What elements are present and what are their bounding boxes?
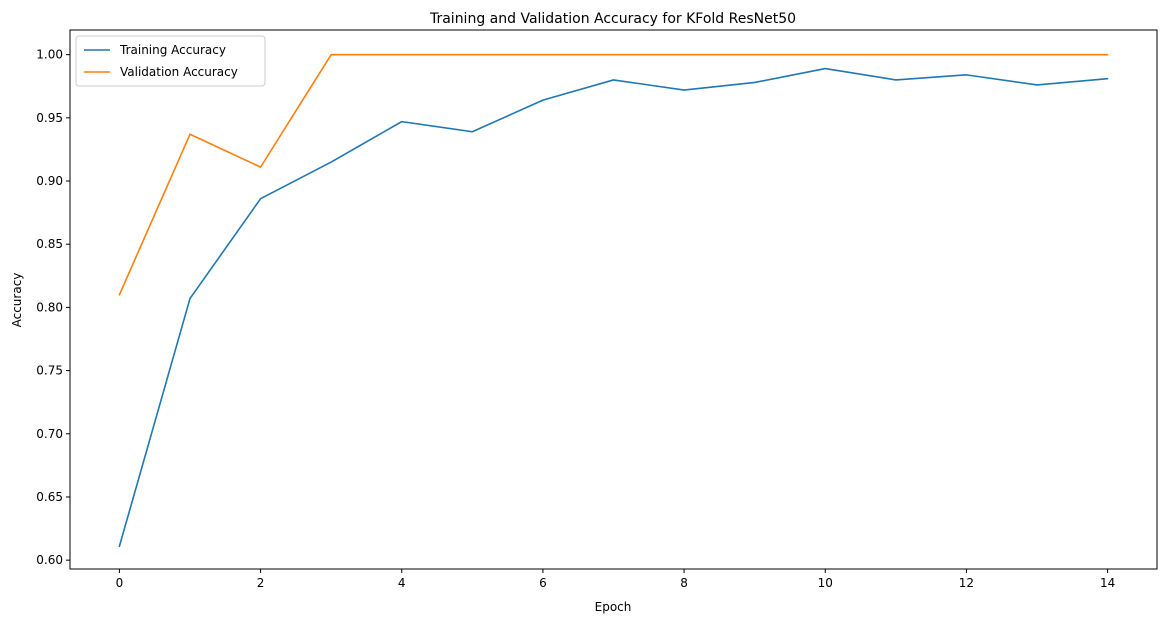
plot-frame xyxy=(69,29,1158,570)
x-tick-label: 6 xyxy=(539,576,547,590)
x-tick-label: 12 xyxy=(959,576,974,590)
y-tick-label: 0.90 xyxy=(36,174,63,188)
x-tick-label: 14 xyxy=(1100,576,1115,590)
legend-box xyxy=(75,35,266,87)
x-tick-label: 0 xyxy=(116,576,124,590)
x-tick-label: 10 xyxy=(818,576,833,590)
x-axis-title: Epoch xyxy=(595,600,632,614)
legend-label-0: Training Accuracy xyxy=(119,43,226,57)
y-tick-label: 0.70 xyxy=(36,427,63,441)
x-axis: 0 2 4 6 8 10 12 14 xyxy=(116,569,1115,590)
y-tick-label: 1.00 xyxy=(36,48,63,62)
chart-title: Training and Validation Accuracy for KFo… xyxy=(429,11,796,27)
x-tick-label: 8 xyxy=(680,576,688,590)
x-tick-label: 2 xyxy=(257,576,265,590)
y-tick-label: 0.75 xyxy=(36,364,63,378)
plot-area xyxy=(118,53,1109,548)
y-axis: 0.60 0.65 0.70 0.75 0.80 0.85 0.90 0.95 1.00 xyxy=(36,48,70,567)
series-line-0 xyxy=(118,67,1109,548)
y-tick-label: 0.80 xyxy=(36,300,63,314)
y-tick-label: 0.85 xyxy=(36,237,63,251)
legend: Training Accuracy Validation Accuracy xyxy=(75,35,266,87)
series-line-1 xyxy=(118,53,1109,296)
y-tick-label: 0.60 xyxy=(36,553,63,567)
y-tick-label: 0.65 xyxy=(36,490,63,504)
legend-label-1: Validation Accuracy xyxy=(120,65,238,79)
y-tick-label: 0.95 xyxy=(36,111,63,125)
x-tick-label: 4 xyxy=(398,576,406,590)
y-axis-title: Accuracy xyxy=(10,273,24,328)
